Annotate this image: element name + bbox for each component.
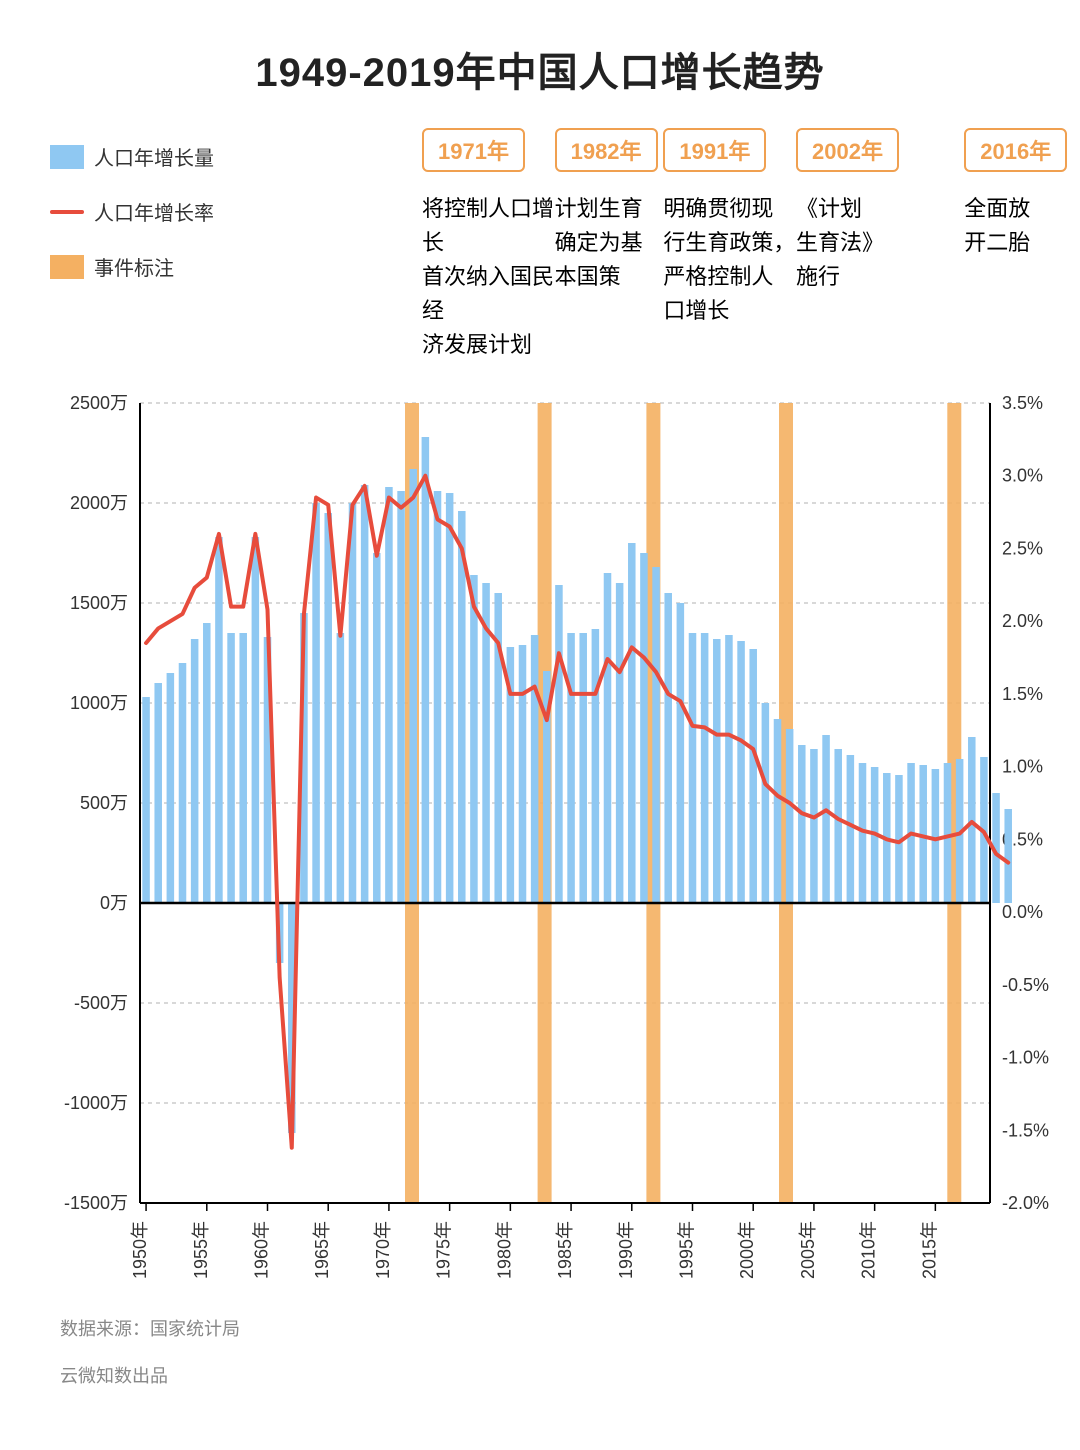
event-year-badge: 2002年: [796, 128, 899, 172]
svg-text:1990年: 1990年: [616, 1221, 636, 1279]
svg-text:2.0%: 2.0%: [1002, 611, 1043, 631]
svg-text:2000年: 2000年: [737, 1221, 757, 1279]
svg-text:-1.5%: -1.5%: [1002, 1120, 1049, 1140]
chart-title: 1949-2019年中国人口增长趋势: [30, 40, 1050, 98]
svg-text:1000万: 1000万: [70, 693, 128, 713]
legend-item-line: 人口年增长率: [50, 197, 214, 226]
legend: 人口年增长量 人口年增长率 事件标注: [50, 142, 214, 281]
svg-text:1.5%: 1.5%: [1002, 684, 1043, 704]
svg-text:1980年: 1980年: [494, 1221, 514, 1279]
event-text: 《计划 生育法》 施行: [796, 192, 946, 294]
svg-text:1.0%: 1.0%: [1002, 757, 1043, 777]
event-year-badge: 1971年: [422, 128, 525, 172]
event-swatch: [50, 255, 84, 279]
svg-text:2015年: 2015年: [919, 1221, 939, 1279]
svg-text:2.5%: 2.5%: [1002, 538, 1043, 558]
event-annotation: 2002年《计划 生育法》 施行: [796, 128, 946, 294]
svg-text:1500万: 1500万: [70, 593, 128, 613]
svg-text:1960年: 1960年: [252, 1221, 272, 1279]
svg-text:2010年: 2010年: [859, 1221, 879, 1279]
svg-text:-500万: -500万: [74, 993, 128, 1013]
svg-text:0.0%: 0.0%: [1002, 902, 1043, 922]
event-year-badge: 2016年: [964, 128, 1067, 172]
event-annotation: 2016年全面放 开二胎: [964, 128, 1080, 260]
event-text: 全面放 开二胎: [964, 192, 1080, 260]
svg-text:-0.5%: -0.5%: [1002, 975, 1049, 995]
event-annotation: 1971年将控制人口增长 首次纳入国民经 济发展计划: [422, 128, 572, 362]
svg-text:0万: 0万: [100, 893, 128, 913]
svg-text:-1000万: -1000万: [64, 1093, 128, 1113]
svg-text:1950年: 1950年: [130, 1221, 150, 1279]
event-year-badge: 1982年: [555, 128, 658, 172]
svg-text:1970年: 1970年: [373, 1221, 393, 1279]
svg-text:2000万: 2000万: [70, 493, 128, 513]
footer: 数据来源：国家统计局 云微知数出品: [60, 1306, 240, 1400]
svg-text:500万: 500万: [80, 793, 128, 813]
legend-item-bar: 人口年增长量: [50, 142, 214, 171]
legend-line-label: 人口年增长率: [94, 197, 214, 226]
chart-area: -1500万 -1000万 -500万 0万 500万 1000万 1500万 2000万 25…: [30, 393, 1050, 1308]
svg-text:3.0%: 3.0%: [1002, 466, 1043, 486]
chart-svg: -1500万 -1000万 -500万 0万 500万 1000万 1500万 2000万 25…: [30, 393, 1070, 1303]
event-year-badge: 1991年: [663, 128, 766, 172]
producer: 云微知数出品: [60, 1353, 240, 1400]
header-row: 人口年增长量 人口年增长率 事件标注 1971年将控制人口增长 首次纳入国民经 …: [200, 128, 1020, 388]
svg-text:-1500万: -1500万: [64, 1193, 128, 1213]
bar-swatch: [50, 145, 84, 169]
svg-text:1985年: 1985年: [555, 1221, 575, 1279]
line-swatch: [50, 210, 84, 214]
event-annotation: 1991年明确贯彻现 行生育政策， 严格控制人 口增长: [663, 128, 813, 328]
svg-text:-2.0%: -2.0%: [1002, 1193, 1049, 1213]
svg-text:2500万: 2500万: [70, 393, 128, 413]
svg-text:1955年: 1955年: [191, 1221, 211, 1279]
data-source: 数据来源：国家统计局: [60, 1306, 240, 1353]
svg-text:1965年: 1965年: [312, 1221, 332, 1279]
svg-text:2005年: 2005年: [798, 1221, 818, 1279]
event-text: 将控制人口增长 首次纳入国民经 济发展计划: [422, 192, 572, 362]
svg-text:1975年: 1975年: [434, 1221, 454, 1279]
svg-text:3.5%: 3.5%: [1002, 393, 1043, 413]
legend-bar-label: 人口年增长量: [94, 142, 214, 171]
legend-item-event: 事件标注: [50, 252, 214, 281]
svg-text:1995年: 1995年: [677, 1221, 697, 1279]
event-text: 明确贯彻现 行生育政策， 严格控制人 口增长: [663, 192, 813, 328]
svg-text:-1.0%: -1.0%: [1002, 1048, 1049, 1068]
legend-event-label: 事件标注: [94, 252, 174, 281]
